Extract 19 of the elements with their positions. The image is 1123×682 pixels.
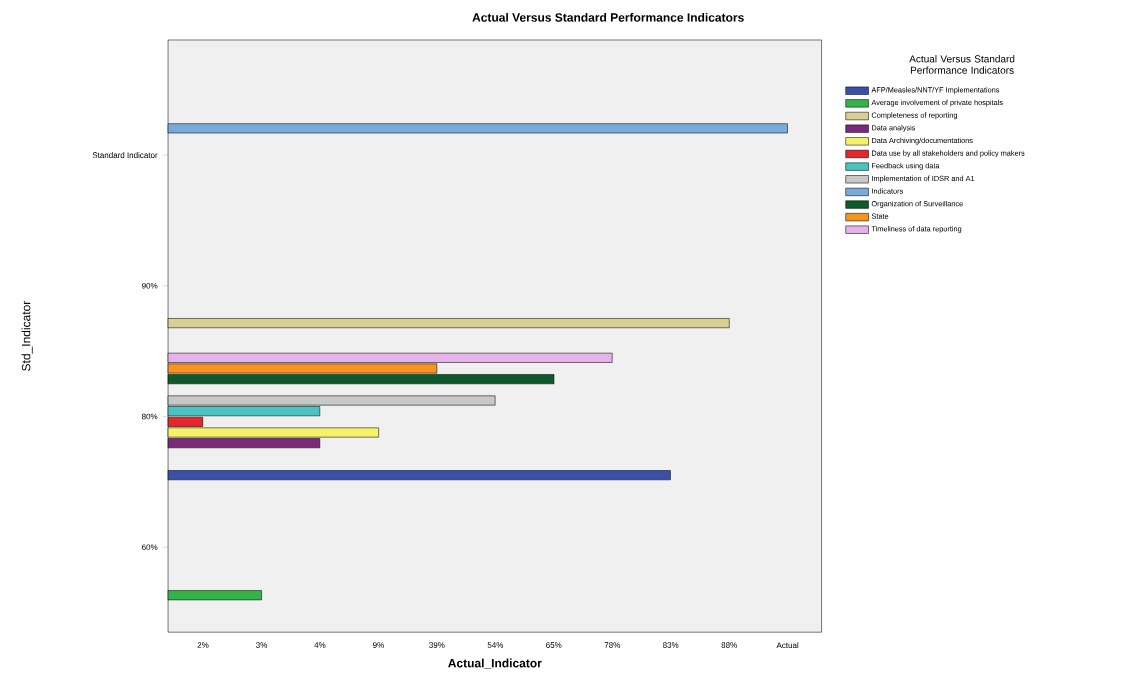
y-tick-label: 80% [141, 413, 158, 420]
x-axis-title: Actual_Indicator [448, 658, 542, 669]
text: 54% [487, 642, 504, 649]
y-tick-label: 60% [142, 544, 158, 551]
chart-title: Actual Versus Standard Performance Indicators [472, 13, 744, 22]
text: 3% [256, 642, 268, 649]
text: 39% [429, 642, 445, 649]
text: 88% [721, 642, 737, 649]
text: 4% [314, 642, 326, 649]
y-axis-title: Std_Indicator [21, 301, 33, 372]
text: 9% [373, 642, 384, 649]
y-tick-label: Standard Indicator [92, 152, 158, 159]
text: 78% [604, 642, 620, 649]
legend-title: Actual Versus Standard Performance Indicators [909, 55, 1015, 75]
text: 65% [546, 642, 562, 649]
text: Actual [776, 642, 799, 649]
text: 83% [663, 642, 679, 649]
text: 2% [197, 642, 209, 649]
y-tick-label: 90% [142, 283, 158, 289]
